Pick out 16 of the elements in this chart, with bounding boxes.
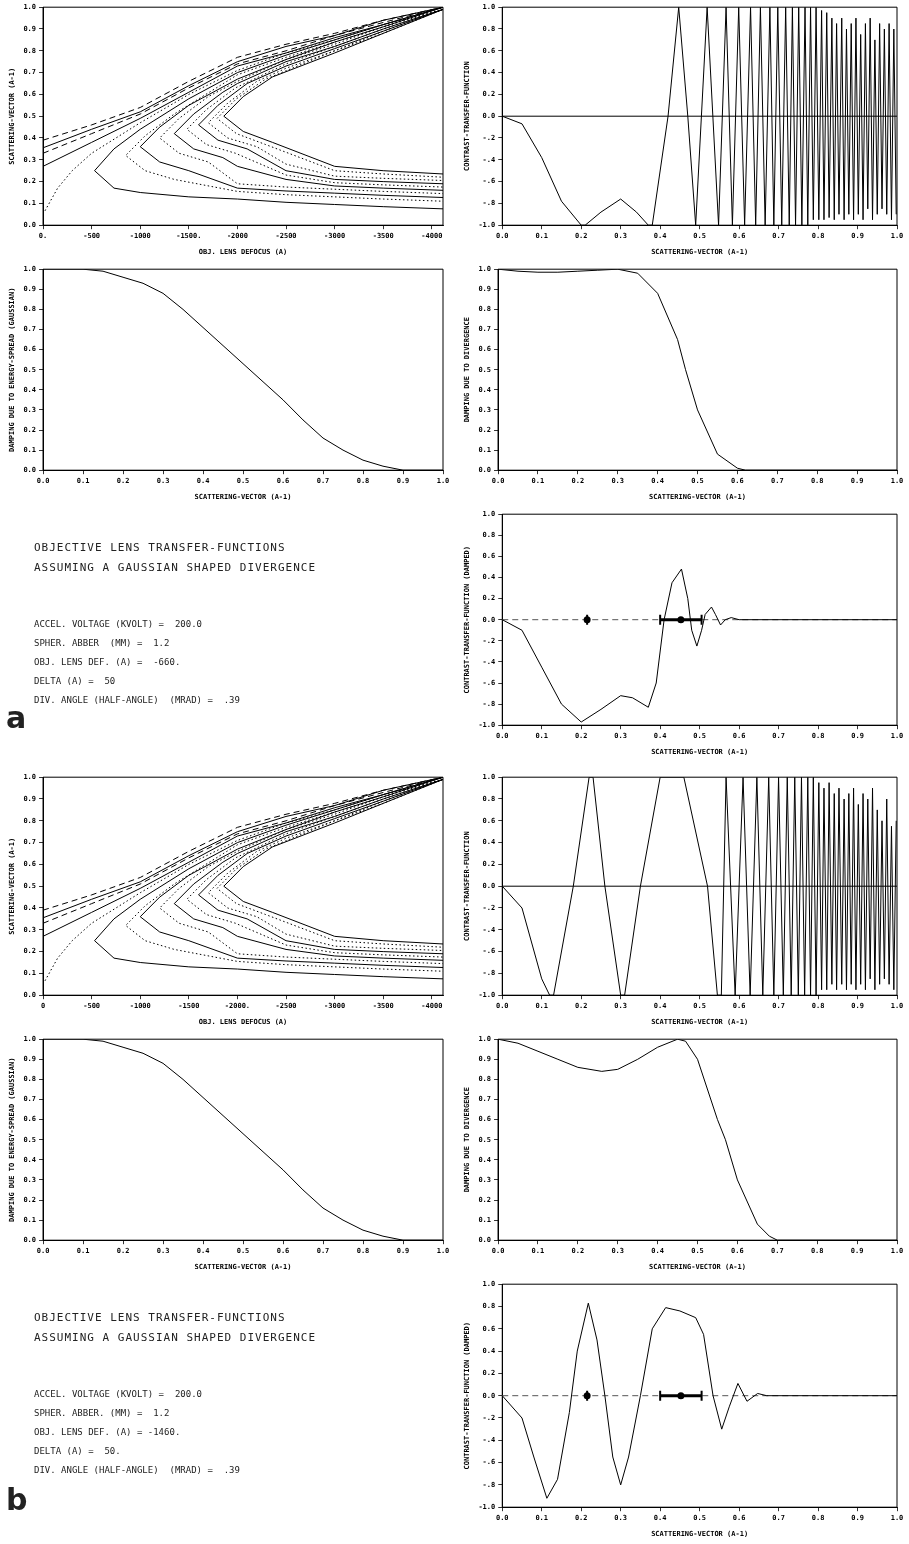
text: OBJ. LENS DEF. (A) = -1460.: [34, 1427, 181, 1437]
text: b: [6, 1482, 28, 1517]
text: OBJ. LENS DEF. (A) = -660.: [34, 657, 181, 667]
text: SPHER. ABBER. (MM) = 1.2: [34, 1408, 170, 1418]
text: ACCEL. VOLTAGE (KVOLT) = 200.0: [34, 1389, 202, 1399]
text: DIV. ANGLE (HALF-ANGLE) (MRAD) = .39: [34, 1465, 240, 1475]
text: ASSUMING A GAUSSIAN SHAPED DIVERGENCE: [34, 561, 317, 574]
text: a: [6, 700, 27, 735]
text: DELTA (A) = 50.: [34, 1446, 121, 1456]
text: DELTA (A) = 50: [34, 676, 116, 686]
text: OBJECTIVE LENS TRANSFER-FUNCTIONS: [34, 1311, 286, 1324]
text: ASSUMING A GAUSSIAN SHAPED DIVERGENCE: [34, 1331, 317, 1344]
text: ACCEL. VOLTAGE (KVOLT) = 200.0: [34, 619, 202, 629]
text: OBJECTIVE LENS TRANSFER-FUNCTIONS: [34, 541, 286, 554]
text: SPHER. ABBER (MM) = 1.2: [34, 638, 170, 648]
text: DIV. ANGLE (HALF-ANGLE) (MRAD) = .39: [34, 695, 240, 705]
